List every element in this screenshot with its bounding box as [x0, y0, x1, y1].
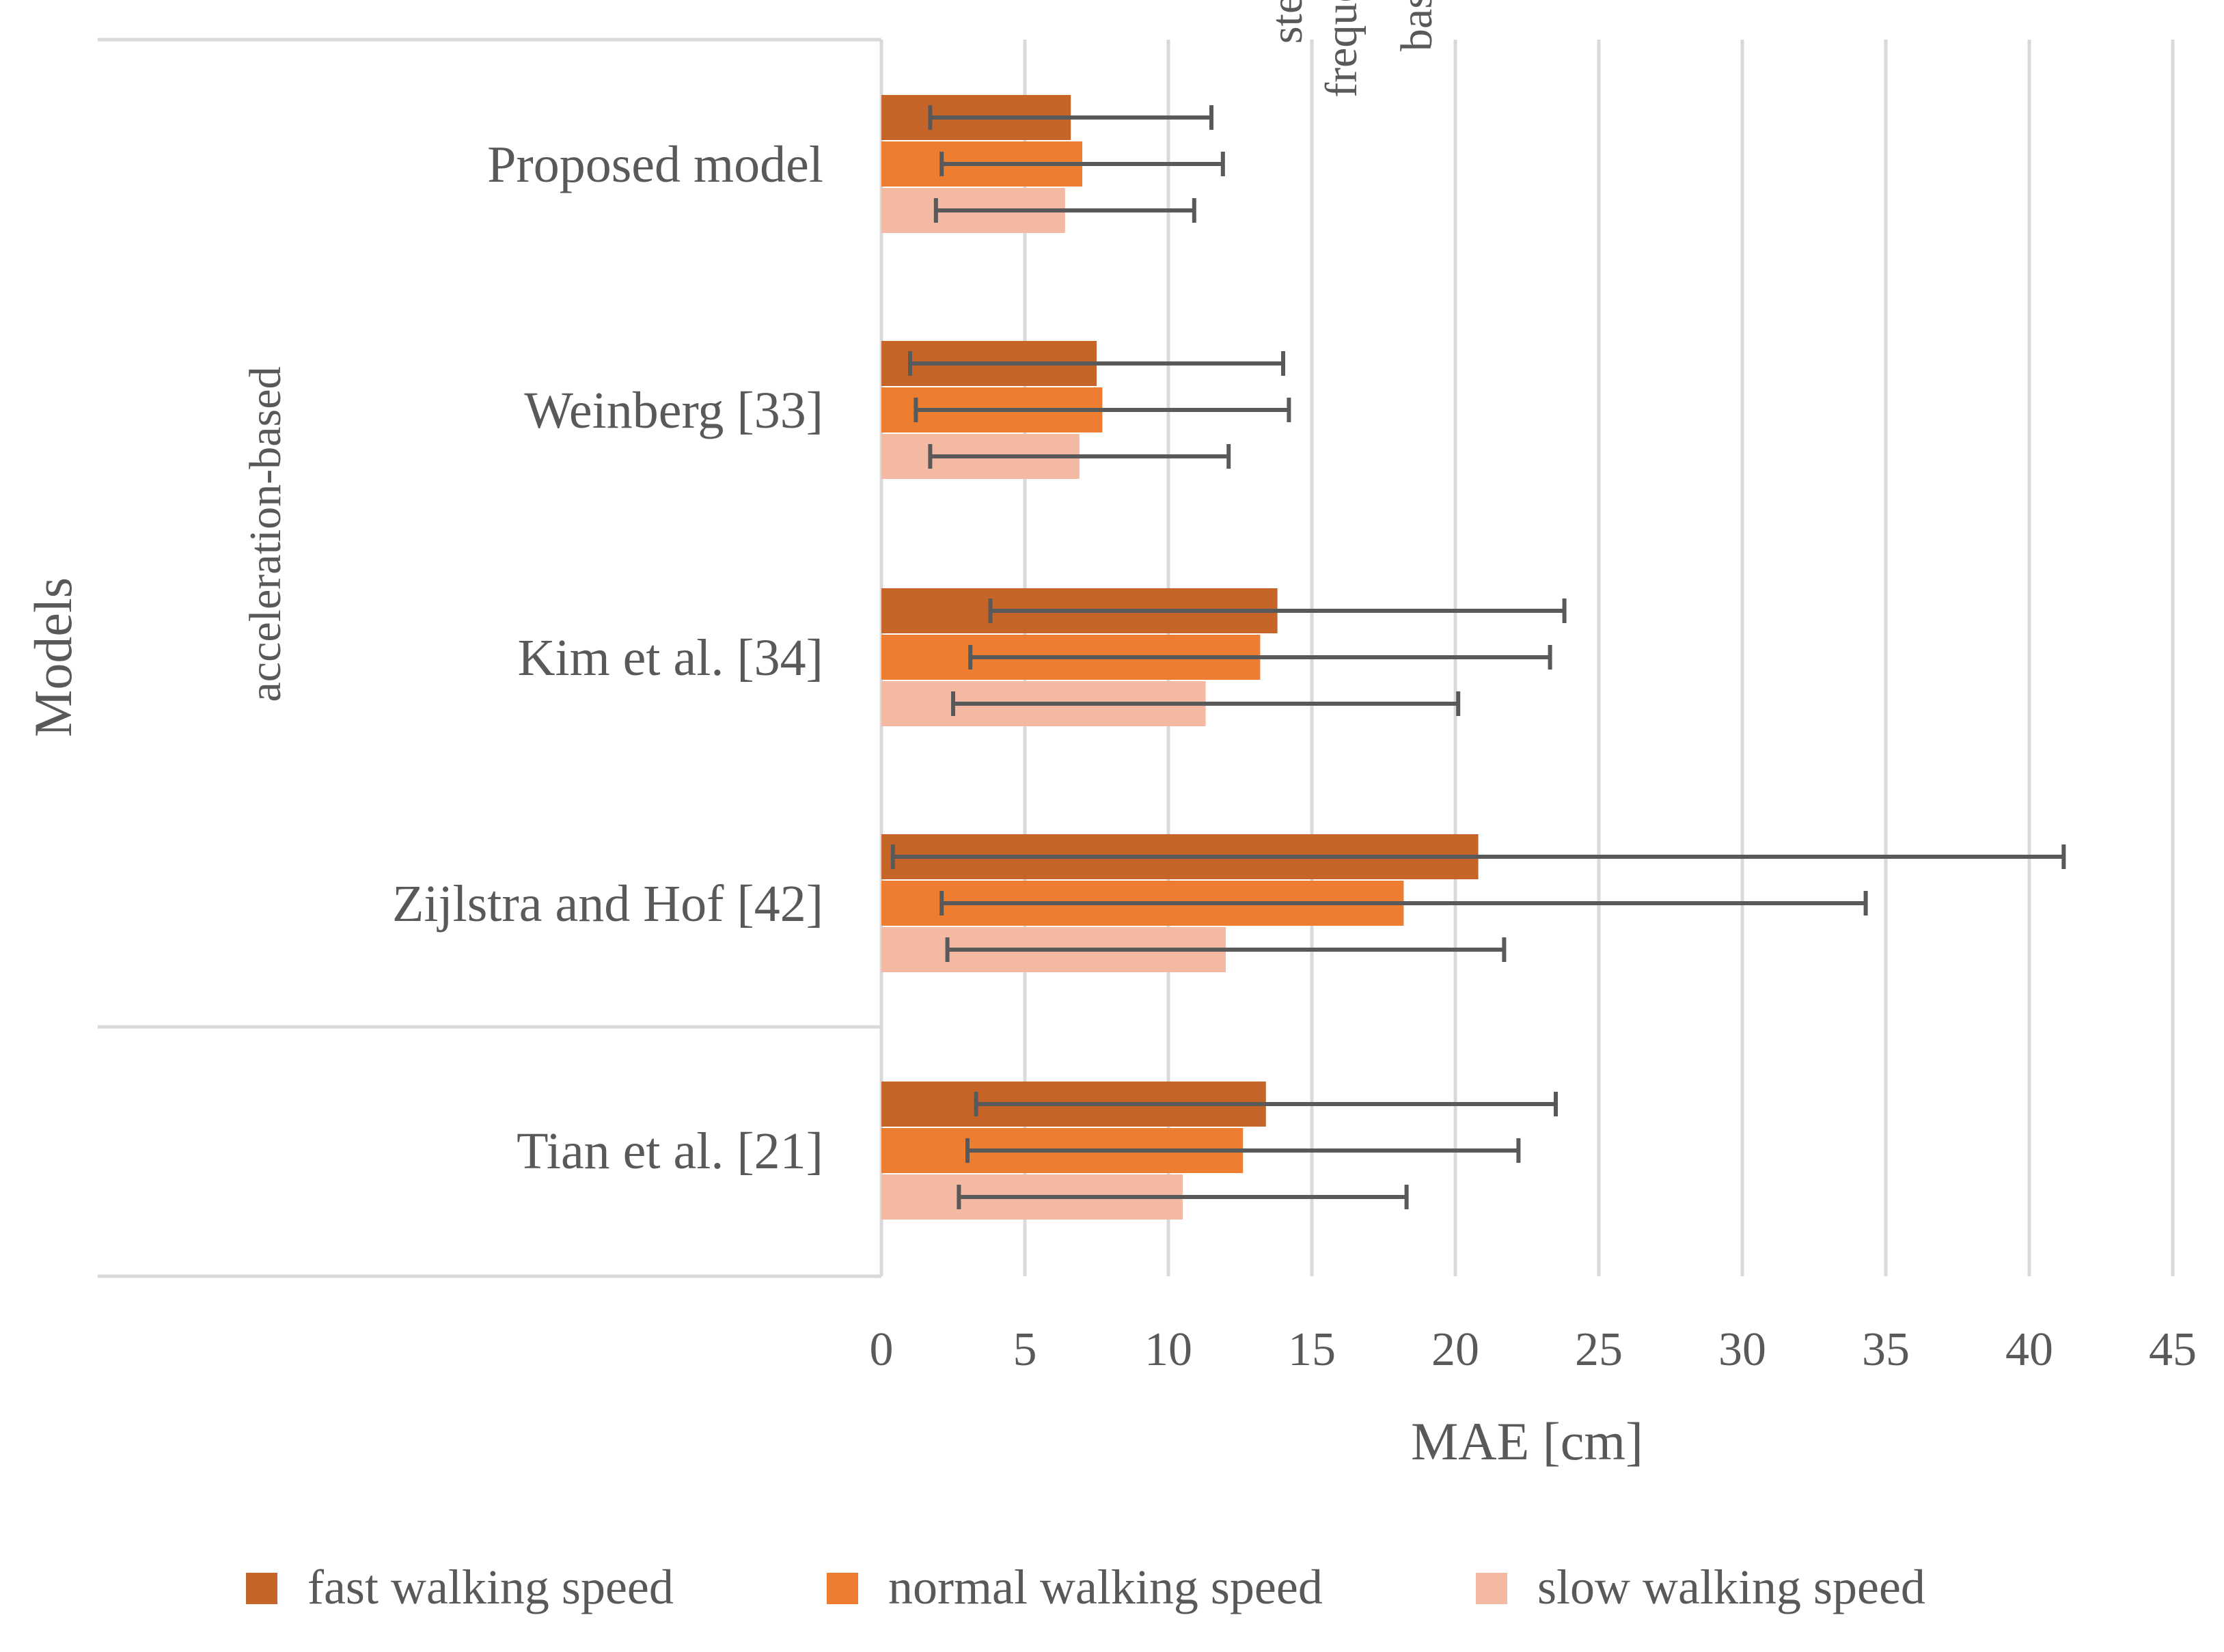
legend-label: slow walking speed [1537, 1560, 1925, 1614]
grid-lines [1023, 40, 2175, 1276]
error-bar [957, 1185, 1409, 1209]
error-bar [928, 444, 1231, 469]
error-bar [965, 1138, 1521, 1163]
x-tick-label: 40 [2005, 1323, 2053, 1376]
legend-item: fast walking speed [246, 1560, 674, 1614]
legend-label: fast walking speed [307, 1560, 674, 1614]
category-labels: Proposed model Weinberg [33] Kim et al. [3… [392, 136, 823, 1180]
error-bar [968, 645, 1552, 670]
error-bar [974, 1092, 1558, 1116]
error-bar [951, 691, 1461, 716]
x-tick-label: 35 [1862, 1323, 1910, 1376]
x-tick-label: 10 [1144, 1323, 1192, 1376]
category-frame [98, 38, 883, 1278]
error-bar [945, 937, 1507, 962]
error-bar [908, 351, 1285, 376]
legend-swatch [246, 1573, 277, 1604]
legend-swatch [1476, 1573, 1507, 1604]
x-tick-label: 0 [870, 1323, 894, 1376]
x-tick-label: 20 [1431, 1323, 1479, 1376]
legend-label: normal walking speed [888, 1560, 1323, 1614]
category-label: Proposed model [487, 136, 823, 193]
error-bar [939, 152, 1225, 176]
legend-item: normal walking speed [827, 1560, 1323, 1614]
error-bar [914, 398, 1291, 422]
x-axis-title: MAE [cm] [1411, 1412, 1643, 1471]
error-bar [988, 598, 1567, 623]
group-label-acceleration: acceleration-based [241, 366, 290, 702]
group-label-step-frequency: step-frequency-based [1262, 0, 1442, 98]
category-label: Tian et al. [21] [517, 1123, 823, 1180]
x-tick-label: 45 [2149, 1323, 2197, 1376]
category-label: Kim et al. [34] [518, 629, 823, 687]
legend: fast walking speed normal walking speed sl… [246, 1560, 1925, 1614]
error-bar [939, 891, 1868, 916]
legend-swatch [827, 1573, 858, 1604]
category-label: Weinberg [33] [524, 382, 823, 439]
x-tick-label: 30 [1718, 1323, 1766, 1376]
error-bar [928, 105, 1213, 130]
group-labels: acceleration-based step-frequency-based [241, 0, 1442, 702]
y-axis-title: Models [23, 577, 83, 737]
x-tick-label: 5 [1013, 1323, 1037, 1376]
x-tick-label: 25 [1575, 1323, 1623, 1376]
error-bar [933, 198, 1196, 223]
x-tick-labels: 0 5 10 15 20 25 30 35 40 45 [870, 1323, 2197, 1376]
x-tick-label: 15 [1288, 1323, 1336, 1376]
error-bars [890, 105, 2066, 1209]
legend-item: slow walking speed [1476, 1560, 1925, 1614]
error-bar [890, 844, 2066, 869]
category-label: Zijlstra and Hof [42] [392, 875, 823, 933]
